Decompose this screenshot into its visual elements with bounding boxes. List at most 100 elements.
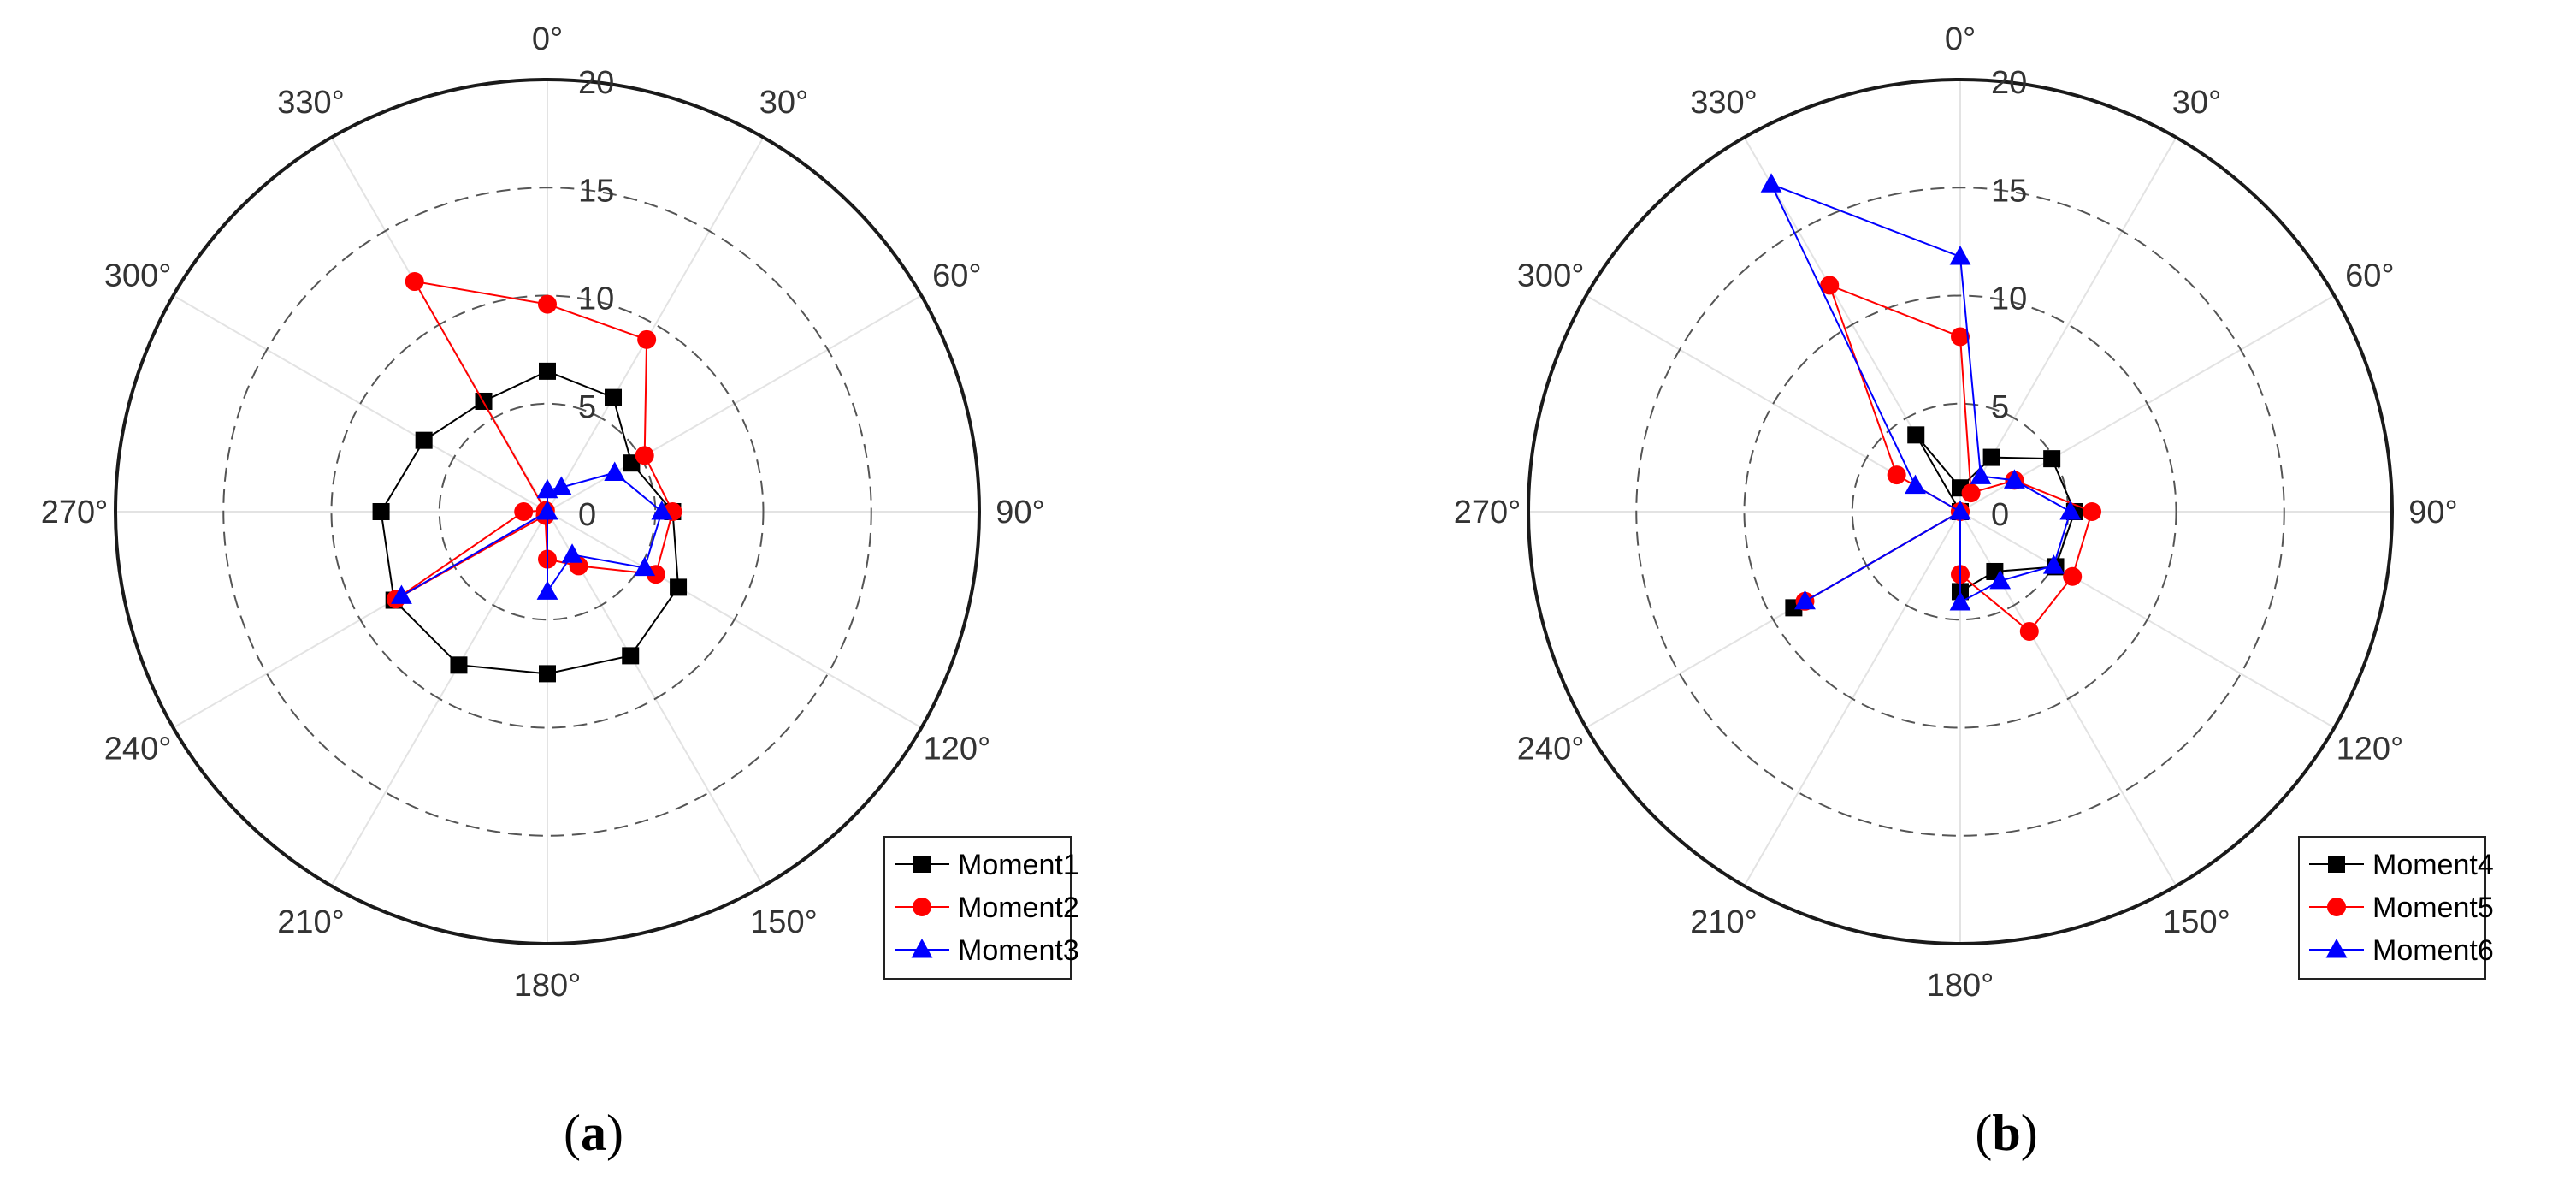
legend-label: Moment4: [2372, 849, 2494, 881]
angle-tick-label: 180°: [514, 968, 582, 1004]
radial-grid-ring: [222, 187, 872, 837]
radial-tick-label: 20: [1991, 65, 2027, 101]
polar-chart-a: 0 5 10 15 20 0° 30° 60° 90° 120° 150° 180° 210° 240° 2…: [41, 21, 1079, 1161]
panel-caption: (b): [1975, 1105, 2037, 1161]
radial-tick-label: 5: [1991, 389, 2009, 425]
legend-marker: [913, 856, 931, 873]
radial-tick-label: 15: [578, 173, 614, 209]
radial-tick-label: 10: [578, 281, 614, 317]
data-point-marker: [536, 580, 558, 600]
radial-grid-ring: [1743, 294, 2177, 729]
caption-paren: ): [2021, 1105, 2038, 1161]
angle-tick-label: 120°: [924, 731, 991, 767]
angle-tick-label: 330°: [1690, 85, 1758, 121]
data-point-marker: [561, 543, 583, 563]
series-moment6: [1760, 173, 2082, 611]
data-point-marker: [2063, 566, 2083, 586]
angle-tick-label: 300°: [104, 258, 172, 294]
angle-tick-label: 30°: [2172, 85, 2221, 121]
angle-tick-label: 90°: [2408, 495, 2457, 530]
angle-tick-label: 150°: [2163, 904, 2230, 940]
data-point-marker: [2004, 469, 2025, 489]
radial-tick-label: 20: [578, 65, 614, 101]
data-point-marker: [604, 461, 626, 481]
legend-label: Moment2: [958, 892, 1079, 924]
angle-tick-label: 90°: [996, 495, 1044, 530]
angle-tick-label: 150°: [750, 904, 818, 940]
angle-tick-label: 30°: [759, 85, 808, 121]
data-point-marker: [2043, 450, 2061, 468]
radial-tick-label: 15: [1991, 173, 2027, 209]
polar-chart-b: 0 5 10 15 20 0° 30° 60° 90° 120° 150° 180° 210° 240° 2…: [1454, 21, 2494, 1161]
legend: Moment4 Moment5 Moment6: [2298, 836, 2494, 980]
angle-tick-label: 270°: [1454, 495, 1521, 530]
legend-marker: [913, 898, 931, 916]
angle-tick-label: 0°: [532, 21, 563, 57]
data-point-marker: [1951, 327, 1970, 347]
angle-tick-label: 270°: [41, 495, 109, 530]
radial-tick-label: 0: [578, 497, 596, 533]
data-point-marker: [2083, 502, 2102, 521]
data-point-marker: [651, 500, 673, 520]
data-point-marker: [2059, 500, 2082, 520]
data-point-marker: [1949, 591, 1971, 611]
data-point-marker: [1820, 276, 1840, 295]
data-point-marker: [372, 503, 390, 520]
data-point-marker: [1887, 465, 1906, 485]
legend-marker: [2327, 898, 2346, 916]
legend-marker: [2328, 856, 2345, 873]
data-point-marker: [605, 388, 623, 406]
data-point-marker: [405, 272, 424, 292]
data-point-marker: [551, 476, 572, 496]
data-point-marker: [1905, 474, 1926, 495]
outer-ring: [1527, 78, 2394, 945]
data-point-marker: [538, 294, 557, 314]
data-point-marker: [539, 665, 556, 683]
caption-paren: (: [1975, 1105, 1992, 1161]
data-point-marker: [450, 656, 468, 674]
data-point-marker: [1982, 448, 2000, 466]
caption-paren: (: [564, 1105, 581, 1161]
angle-tick-label: 210°: [1690, 904, 1758, 940]
angle-tick-label: 210°: [277, 904, 345, 940]
angle-tick-label: 330°: [277, 85, 345, 121]
data-point-marker: [622, 647, 640, 665]
legend-label: Moment1: [958, 849, 1079, 881]
caption-letter: a: [581, 1105, 606, 1161]
data-point-marker: [1794, 590, 1816, 610]
series-line: [1793, 434, 2076, 609]
radial-tick-label: 0: [1991, 497, 2009, 533]
radial-grid-ring: [438, 402, 657, 621]
data-point-marker: [539, 362, 556, 380]
data-point-marker: [415, 431, 433, 449]
data-point-marker: [1907, 426, 1925, 444]
data-point-marker: [635, 446, 654, 465]
angle-tick-label: 60°: [932, 258, 981, 294]
angle-tick-label: 60°: [2345, 258, 2394, 294]
data-point-marker: [1949, 246, 1971, 265]
data-point-marker: [634, 556, 656, 577]
radial-grid-ring: [1635, 187, 2285, 837]
angle-tick-label: 240°: [1517, 731, 1585, 767]
panel-caption: (a): [564, 1105, 623, 1161]
data-point-marker: [670, 578, 688, 596]
radial-tick-label: 5: [578, 389, 596, 425]
angle-tick-label: 240°: [104, 731, 172, 767]
data-point-marker: [2042, 554, 2065, 574]
data-point-marker: [1949, 500, 1971, 520]
data-point-marker: [2019, 621, 2039, 641]
angle-tick-label: 300°: [1517, 258, 1585, 294]
data-point-marker: [1961, 483, 1981, 503]
legend-label: Moment6: [2372, 934, 2494, 967]
legend-label: Moment3: [958, 934, 1079, 967]
data-point-marker: [391, 584, 412, 604]
data-point-marker: [1970, 465, 1992, 484]
data-point-marker: [536, 500, 558, 520]
angle-tick-label: 120°: [2337, 731, 2404, 767]
angle-tick-label: 180°: [1927, 968, 1994, 1004]
legend-label: Moment5: [2372, 892, 2494, 924]
angle-tick-label: 0°: [1945, 21, 1976, 57]
spoke-line: [547, 137, 765, 513]
data-point-marker: [1989, 569, 2012, 590]
